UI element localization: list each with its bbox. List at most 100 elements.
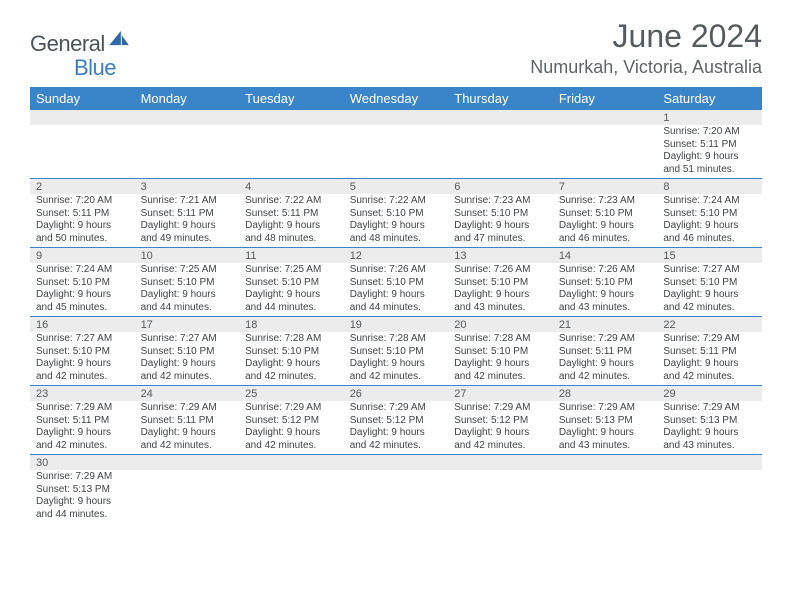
brand-logo: GeneralBlue bbox=[30, 18, 170, 81]
day-detail-cell: Sunrise: 7:21 AMSunset: 5:11 PMDaylight:… bbox=[135, 194, 240, 248]
title-block: June 2024 Numurkah, Victoria, Australia bbox=[530, 18, 762, 78]
day-number-row: 30 bbox=[30, 455, 762, 471]
day-detail-cell: Sunrise: 7:28 AMSunset: 5:10 PMDaylight:… bbox=[344, 332, 449, 386]
day-detail-cell: Sunrise: 7:23 AMSunset: 5:10 PMDaylight:… bbox=[448, 194, 553, 248]
day-detail-cell: Sunrise: 7:25 AMSunset: 5:10 PMDaylight:… bbox=[135, 263, 240, 317]
day-detail-cell bbox=[30, 125, 135, 179]
location-label: Numurkah, Victoria, Australia bbox=[530, 57, 762, 78]
day-number-cell: 28 bbox=[553, 386, 658, 402]
day-number-cell: 15 bbox=[657, 248, 762, 264]
day-number-cell bbox=[344, 455, 449, 471]
day-detail-cell: Sunrise: 7:20 AMSunset: 5:11 PMDaylight:… bbox=[30, 194, 135, 248]
day-detail-cell bbox=[344, 470, 449, 523]
day-number-cell bbox=[448, 455, 553, 471]
day-detail-cell bbox=[239, 470, 344, 523]
day-number-row: 16171819202122 bbox=[30, 317, 762, 333]
day-number-row: 23242526272829 bbox=[30, 386, 762, 402]
day-detail-row: Sunrise: 7:27 AMSunset: 5:10 PMDaylight:… bbox=[30, 332, 762, 386]
calendar-table: Sunday Monday Tuesday Wednesday Thursday… bbox=[30, 87, 762, 523]
day-number-cell: 21 bbox=[553, 317, 658, 333]
day-number-cell: 27 bbox=[448, 386, 553, 402]
day-number-cell: 29 bbox=[657, 386, 762, 402]
day-number-cell: 18 bbox=[239, 317, 344, 333]
day-detail-cell: Sunrise: 7:27 AMSunset: 5:10 PMDaylight:… bbox=[135, 332, 240, 386]
weekday-header: Monday bbox=[135, 87, 240, 110]
day-number-cell: 4 bbox=[239, 179, 344, 195]
day-number-cell: 9 bbox=[30, 248, 135, 264]
day-number-cell: 16 bbox=[30, 317, 135, 333]
day-detail-cell bbox=[553, 470, 658, 523]
day-detail-cell: Sunrise: 7:20 AMSunset: 5:11 PMDaylight:… bbox=[657, 125, 762, 179]
day-detail-cell: Sunrise: 7:22 AMSunset: 5:10 PMDaylight:… bbox=[344, 194, 449, 248]
day-number-cell: 22 bbox=[657, 317, 762, 333]
calendar-body: 1Sunrise: 7:20 AMSunset: 5:11 PMDaylight… bbox=[30, 110, 762, 523]
day-number-cell: 2 bbox=[30, 179, 135, 195]
day-number-cell: 19 bbox=[344, 317, 449, 333]
day-number-cell: 1 bbox=[657, 110, 762, 125]
logo-text-a: General bbox=[30, 31, 105, 57]
day-number-cell: 25 bbox=[239, 386, 344, 402]
day-number-row: 1 bbox=[30, 110, 762, 125]
day-detail-cell: Sunrise: 7:28 AMSunset: 5:10 PMDaylight:… bbox=[448, 332, 553, 386]
logo-text-b: Blue bbox=[74, 55, 116, 81]
day-detail-cell: Sunrise: 7:29 AMSunset: 5:13 PMDaylight:… bbox=[553, 401, 658, 455]
day-number-cell: 6 bbox=[448, 179, 553, 195]
weekday-header: Sunday bbox=[30, 87, 135, 110]
day-number-cell: 13 bbox=[448, 248, 553, 264]
calendar-page: GeneralBlue June 2024 Numurkah, Victoria… bbox=[0, 0, 792, 533]
day-number-cell: 5 bbox=[344, 179, 449, 195]
day-detail-cell bbox=[553, 125, 658, 179]
day-detail-cell: Sunrise: 7:26 AMSunset: 5:10 PMDaylight:… bbox=[553, 263, 658, 317]
weekday-header: Thursday bbox=[448, 87, 553, 110]
day-number-cell: 8 bbox=[657, 179, 762, 195]
day-detail-row: Sunrise: 7:20 AMSunset: 5:11 PMDaylight:… bbox=[30, 194, 762, 248]
day-detail-cell: Sunrise: 7:26 AMSunset: 5:10 PMDaylight:… bbox=[448, 263, 553, 317]
weekday-header: Saturday bbox=[657, 87, 762, 110]
day-detail-cell: Sunrise: 7:28 AMSunset: 5:10 PMDaylight:… bbox=[239, 332, 344, 386]
day-number-cell: 26 bbox=[344, 386, 449, 402]
day-detail-cell bbox=[135, 470, 240, 523]
day-detail-cell: Sunrise: 7:29 AMSunset: 5:12 PMDaylight:… bbox=[344, 401, 449, 455]
day-detail-cell bbox=[448, 125, 553, 179]
day-number-row: 9101112131415 bbox=[30, 248, 762, 264]
day-detail-cell: Sunrise: 7:25 AMSunset: 5:10 PMDaylight:… bbox=[239, 263, 344, 317]
day-detail-row: Sunrise: 7:20 AMSunset: 5:11 PMDaylight:… bbox=[30, 125, 762, 179]
day-detail-cell: Sunrise: 7:29 AMSunset: 5:11 PMDaylight:… bbox=[135, 401, 240, 455]
day-number-cell bbox=[239, 110, 344, 125]
day-number-cell bbox=[344, 110, 449, 125]
day-number-cell: 10 bbox=[135, 248, 240, 264]
day-detail-cell bbox=[344, 125, 449, 179]
day-detail-cell: Sunrise: 7:24 AMSunset: 5:10 PMDaylight:… bbox=[657, 194, 762, 248]
day-number-cell: 24 bbox=[135, 386, 240, 402]
day-number-cell bbox=[553, 110, 658, 125]
day-detail-row: Sunrise: 7:29 AMSunset: 5:13 PMDaylight:… bbox=[30, 470, 762, 523]
day-detail-cell bbox=[239, 125, 344, 179]
day-number-cell: 30 bbox=[30, 455, 135, 471]
weekday-header: Wednesday bbox=[344, 87, 449, 110]
day-detail-cell: Sunrise: 7:26 AMSunset: 5:10 PMDaylight:… bbox=[344, 263, 449, 317]
day-number-cell bbox=[135, 110, 240, 125]
day-detail-cell: Sunrise: 7:27 AMSunset: 5:10 PMDaylight:… bbox=[657, 263, 762, 317]
month-title: June 2024 bbox=[530, 18, 762, 55]
day-detail-row: Sunrise: 7:24 AMSunset: 5:10 PMDaylight:… bbox=[30, 263, 762, 317]
day-detail-cell: Sunrise: 7:29 AMSunset: 5:11 PMDaylight:… bbox=[30, 401, 135, 455]
day-detail-cell: Sunrise: 7:29 AMSunset: 5:11 PMDaylight:… bbox=[657, 332, 762, 386]
logo-sail-icon bbox=[109, 30, 131, 51]
day-detail-cell: Sunrise: 7:29 AMSunset: 5:13 PMDaylight:… bbox=[657, 401, 762, 455]
weekday-header: Tuesday bbox=[239, 87, 344, 110]
day-number-cell: 12 bbox=[344, 248, 449, 264]
day-detail-cell: Sunrise: 7:29 AMSunset: 5:13 PMDaylight:… bbox=[30, 470, 135, 523]
day-number-cell: 7 bbox=[553, 179, 658, 195]
day-detail-cell: Sunrise: 7:27 AMSunset: 5:10 PMDaylight:… bbox=[30, 332, 135, 386]
day-number-row: 2345678 bbox=[30, 179, 762, 195]
day-number-cell bbox=[239, 455, 344, 471]
day-number-cell: 20 bbox=[448, 317, 553, 333]
weekday-header-row: Sunday Monday Tuesday Wednesday Thursday… bbox=[30, 87, 762, 110]
day-number-cell: 17 bbox=[135, 317, 240, 333]
day-number-cell bbox=[30, 110, 135, 125]
day-number-cell: 3 bbox=[135, 179, 240, 195]
day-number-cell bbox=[657, 455, 762, 471]
day-number-cell: 11 bbox=[239, 248, 344, 264]
day-detail-cell: Sunrise: 7:29 AMSunset: 5:12 PMDaylight:… bbox=[239, 401, 344, 455]
header: GeneralBlue June 2024 Numurkah, Victoria… bbox=[30, 18, 762, 81]
